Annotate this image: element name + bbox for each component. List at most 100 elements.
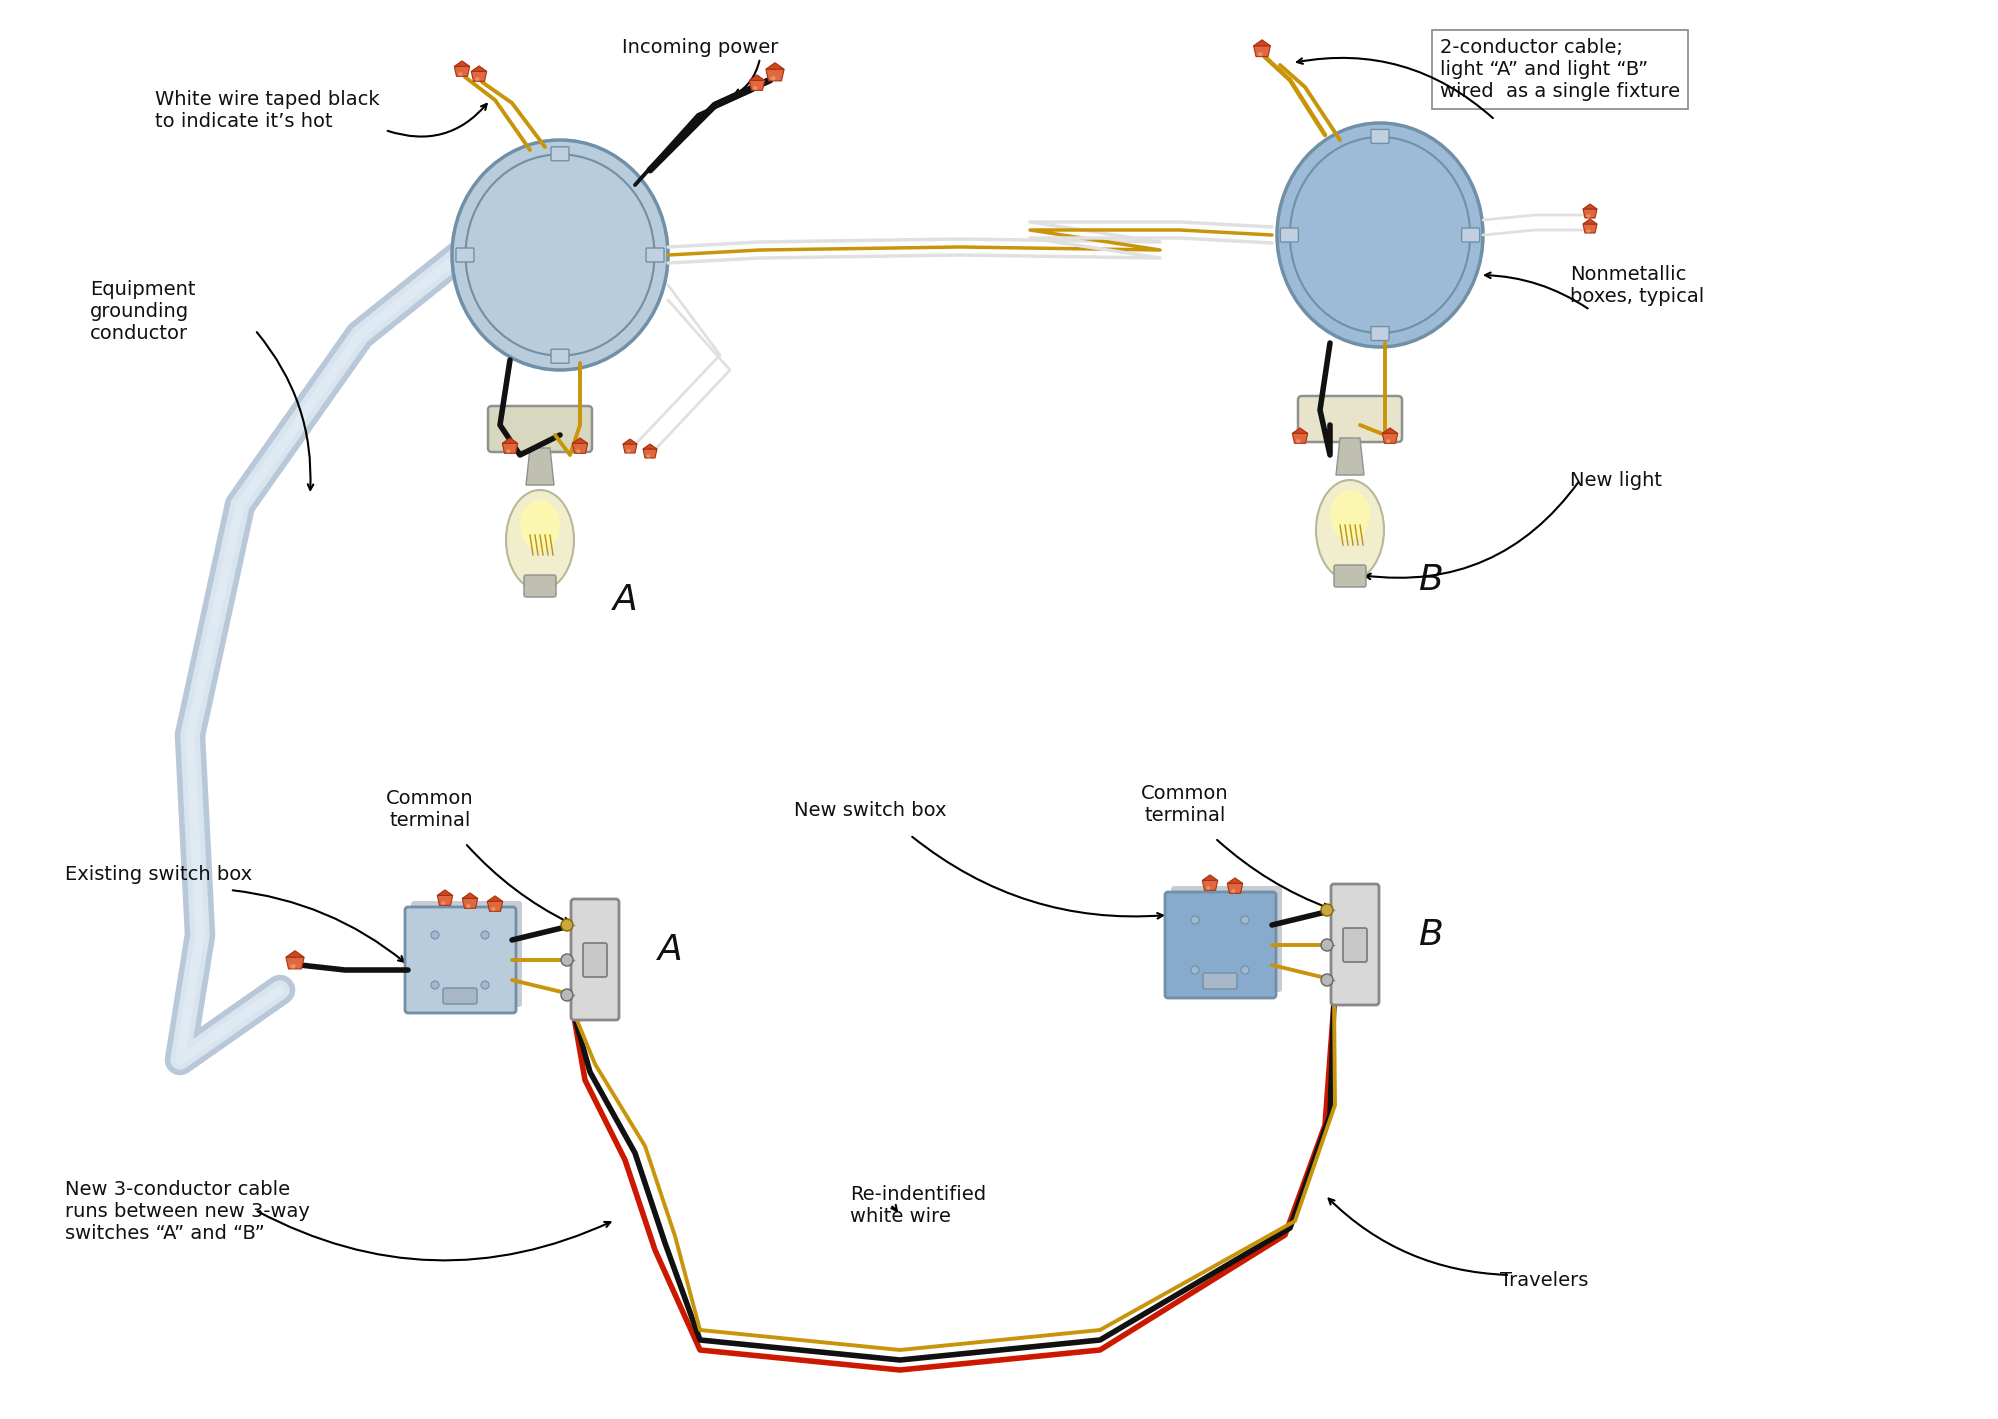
- Circle shape: [1321, 939, 1333, 951]
- FancyBboxPatch shape: [571, 900, 619, 1020]
- Ellipse shape: [492, 907, 496, 911]
- Ellipse shape: [1586, 230, 1590, 233]
- Circle shape: [561, 989, 573, 1000]
- Circle shape: [1241, 917, 1249, 924]
- Ellipse shape: [1205, 887, 1211, 890]
- Polygon shape: [1335, 438, 1363, 475]
- Polygon shape: [765, 70, 783, 81]
- Ellipse shape: [1277, 123, 1483, 348]
- Ellipse shape: [290, 964, 296, 969]
- Ellipse shape: [1329, 490, 1369, 541]
- Ellipse shape: [1231, 890, 1235, 893]
- Text: New light: New light: [1568, 471, 1660, 490]
- Text: Nonmetallic
boxes, typical: Nonmetallic boxes, typical: [1568, 265, 1704, 307]
- Text: A: A: [657, 934, 681, 966]
- Polygon shape: [765, 62, 783, 70]
- Text: New 3-conductor cable
runs between new 3-way
switches “A” and “B”: New 3-conductor cable runs between new 3…: [66, 1181, 310, 1243]
- FancyBboxPatch shape: [523, 575, 555, 597]
- Text: Travelers: Travelers: [1498, 1270, 1588, 1290]
- Polygon shape: [286, 951, 304, 958]
- Text: Re-indentified
white wire: Re-indentified white wire: [849, 1185, 985, 1226]
- Polygon shape: [1201, 880, 1217, 890]
- FancyBboxPatch shape: [1331, 884, 1379, 1005]
- Ellipse shape: [442, 901, 446, 905]
- Polygon shape: [1582, 209, 1596, 219]
- Ellipse shape: [458, 72, 462, 77]
- FancyBboxPatch shape: [406, 907, 515, 1013]
- Circle shape: [432, 981, 440, 989]
- Text: Existing switch box: Existing switch box: [66, 866, 252, 884]
- FancyBboxPatch shape: [551, 349, 569, 363]
- Polygon shape: [1227, 878, 1243, 884]
- Polygon shape: [454, 61, 470, 67]
- FancyBboxPatch shape: [456, 248, 474, 263]
- Circle shape: [561, 920, 573, 931]
- Polygon shape: [571, 438, 587, 443]
- Circle shape: [1241, 966, 1249, 973]
- Text: Incoming power: Incoming power: [621, 38, 777, 57]
- FancyBboxPatch shape: [583, 944, 607, 978]
- Text: B: B: [1417, 563, 1443, 597]
- FancyBboxPatch shape: [412, 901, 521, 1007]
- Circle shape: [482, 931, 490, 939]
- FancyBboxPatch shape: [1371, 326, 1389, 341]
- Polygon shape: [1381, 429, 1397, 433]
- FancyBboxPatch shape: [488, 406, 591, 453]
- Circle shape: [482, 981, 490, 989]
- Circle shape: [1321, 904, 1333, 917]
- Text: Equipment
grounding
conductor: Equipment grounding conductor: [90, 280, 196, 343]
- FancyBboxPatch shape: [1333, 565, 1365, 587]
- Circle shape: [561, 954, 573, 966]
- Polygon shape: [1291, 433, 1307, 443]
- FancyBboxPatch shape: [1297, 396, 1401, 441]
- Polygon shape: [1227, 884, 1243, 894]
- FancyBboxPatch shape: [1165, 893, 1275, 998]
- Ellipse shape: [452, 140, 667, 370]
- Polygon shape: [488, 895, 501, 901]
- Polygon shape: [438, 890, 452, 895]
- Polygon shape: [623, 444, 637, 453]
- Polygon shape: [1201, 876, 1217, 880]
- Ellipse shape: [519, 499, 559, 551]
- Ellipse shape: [769, 77, 775, 81]
- FancyBboxPatch shape: [551, 146, 569, 160]
- Polygon shape: [571, 443, 587, 453]
- FancyBboxPatch shape: [1171, 885, 1281, 992]
- FancyBboxPatch shape: [1371, 129, 1389, 143]
- Ellipse shape: [505, 490, 573, 590]
- Text: White wire taped black
to indicate it’s hot: White wire taped black to indicate it’s …: [156, 89, 380, 131]
- Polygon shape: [643, 444, 657, 448]
- Polygon shape: [454, 67, 470, 77]
- Polygon shape: [462, 898, 478, 908]
- Text: 2-conductor cable;
light “A” and light “B”
wired  as a single fixture: 2-conductor cable; light “A” and light “…: [1439, 38, 1678, 101]
- Polygon shape: [749, 81, 765, 91]
- FancyBboxPatch shape: [1461, 228, 1479, 243]
- Ellipse shape: [1295, 438, 1301, 443]
- Ellipse shape: [625, 450, 629, 453]
- Polygon shape: [623, 438, 637, 444]
- Ellipse shape: [753, 87, 757, 89]
- Ellipse shape: [476, 77, 480, 81]
- Ellipse shape: [1257, 53, 1263, 57]
- Polygon shape: [1291, 429, 1307, 433]
- Text: B: B: [1417, 918, 1443, 952]
- FancyBboxPatch shape: [1203, 973, 1237, 989]
- Polygon shape: [462, 893, 478, 898]
- Ellipse shape: [505, 450, 509, 453]
- Polygon shape: [472, 71, 486, 81]
- FancyBboxPatch shape: [444, 988, 478, 1005]
- Polygon shape: [501, 438, 517, 443]
- Text: Common
terminal: Common terminal: [386, 789, 474, 830]
- Ellipse shape: [466, 904, 470, 908]
- Polygon shape: [438, 895, 452, 905]
- Polygon shape: [1582, 204, 1596, 209]
- Ellipse shape: [645, 454, 649, 458]
- Circle shape: [432, 931, 440, 939]
- Polygon shape: [472, 65, 486, 71]
- Polygon shape: [749, 75, 765, 81]
- Polygon shape: [1253, 45, 1271, 57]
- Text: New switch box: New switch box: [793, 800, 945, 820]
- Text: A: A: [611, 583, 637, 617]
- FancyBboxPatch shape: [645, 248, 663, 263]
- Ellipse shape: [1586, 214, 1590, 217]
